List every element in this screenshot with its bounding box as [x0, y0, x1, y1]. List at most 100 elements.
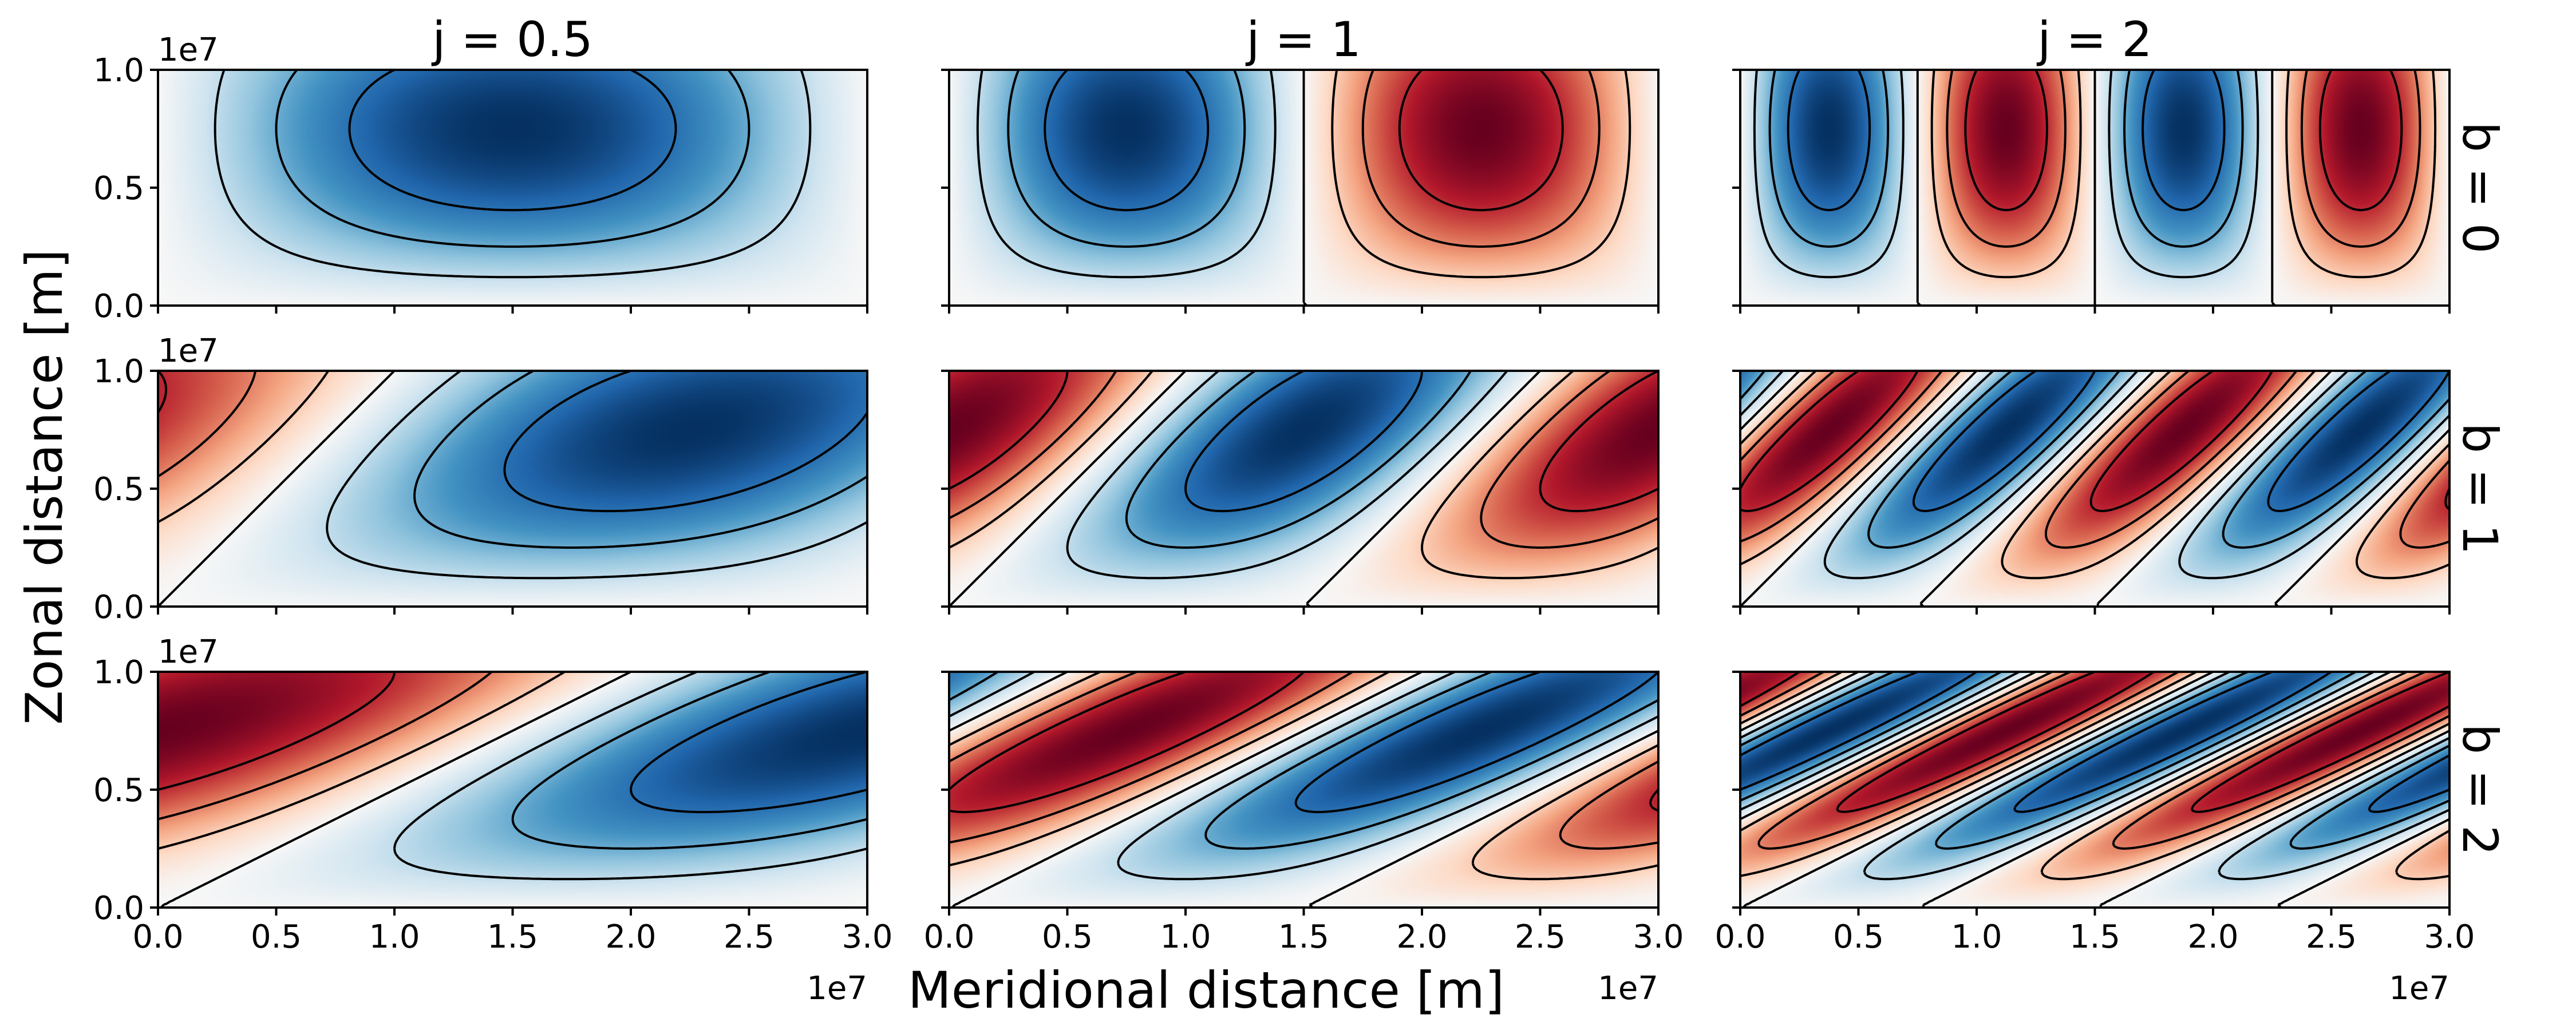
contour-lines — [158, 672, 867, 908]
heatmap-image — [158, 672, 867, 908]
x-offset-label: 1e7 — [807, 970, 867, 1007]
y-offset-label: 1e7 — [158, 332, 219, 370]
x-tick-label: 2.0 — [1396, 918, 1447, 956]
contour-level — [1753, 70, 2259, 279]
contour-level — [393, 672, 867, 881]
x-tick-label: 1.5 — [2069, 918, 2120, 956]
contour-level — [1740, 672, 2449, 850]
contour-level — [158, 371, 396, 607]
contour-level — [503, 371, 867, 513]
x-tick-label: 2.0 — [605, 918, 656, 956]
x-tick-label: 2.5 — [1515, 918, 1566, 956]
contour-level — [1398, 70, 1564, 212]
contour-lines — [1740, 371, 2449, 607]
contour-level — [1740, 371, 2449, 549]
column-title: j = 2 — [2036, 11, 2152, 68]
contour-level — [1930, 70, 2437, 279]
contour-level — [1740, 672, 2449, 850]
panel-j2-b2: 0.0 0.5 1.0 1.5 2.0 2.5 3.0 1e7 b = 2 — [1714, 671, 2508, 1007]
x-tick-label: 3.0 — [1633, 918, 1684, 956]
x-tick-label: 0.5 — [251, 918, 302, 956]
panel-j0.5-b2: 0.0 0.5 1.0 1.5 2.0 2.5 3.0 1e7 0.0 0.5 1.0 1e7 — [93, 633, 893, 1007]
contour-level — [158, 672, 566, 850]
contour-lines — [949, 672, 1658, 908]
contour-level — [1184, 371, 1423, 513]
contour-level — [949, 672, 1658, 881]
contour-level — [1787, 70, 2226, 212]
contour-level — [1768, 70, 2244, 248]
y-axis-title: Zonal distance [m] — [15, 249, 74, 725]
contour-lines — [214, 70, 812, 279]
contour-level — [1740, 371, 2449, 607]
contour-level — [1740, 672, 2449, 881]
contour-level — [1331, 70, 1631, 279]
contour-level — [348, 70, 677, 212]
contour-level — [949, 672, 1658, 908]
contour-level — [1740, 672, 2449, 813]
contour-level — [949, 672, 1658, 881]
contour-level — [1916, 70, 2449, 306]
contour-lines — [976, 70, 1658, 306]
contour-level — [976, 70, 1277, 279]
y-offset-label: 1e7 — [158, 633, 219, 671]
x-tick-label: 3.0 — [2424, 918, 2475, 956]
contour-level — [1740, 672, 2449, 908]
contour-level — [214, 70, 812, 279]
x-tick-label: 1.5 — [1278, 918, 1329, 956]
panel-grid: 0.0 0.5 1.0 1e7 j = 0.5 j = 1 j = 2 b = 0 0.0 0.5… — [93, 11, 2508, 1007]
contour-level — [1740, 371, 2449, 580]
x-tick-label: 0.0 — [132, 918, 183, 956]
y-tick-label: 0.0 — [93, 288, 144, 325]
y-tick-label: 1.0 — [93, 654, 144, 691]
contour-level — [511, 672, 867, 850]
row-title: b = 0 — [2452, 122, 2508, 254]
row-title: b = 2 — [2452, 724, 2508, 856]
panel-j1-b1 — [941, 370, 1660, 615]
contour-level — [630, 672, 867, 814]
contour-level — [1740, 672, 2449, 881]
x-tick-label: 2.0 — [2187, 918, 2238, 956]
y-tick-label: 0.5 — [93, 772, 144, 809]
contour-lines — [158, 371, 867, 607]
x-axis-title: Meridional distance [m] — [908, 961, 1504, 1020]
x-tick-label: 2.5 — [2306, 918, 2357, 956]
contour-level — [1125, 371, 1472, 549]
x-tick-label: 0.5 — [1833, 918, 1884, 956]
contour-level — [158, 371, 257, 478]
heatmap-image — [158, 70, 867, 306]
contour-level — [1294, 672, 1658, 814]
contour-level — [158, 672, 631, 908]
contour-lines — [1740, 672, 2449, 908]
contour-level — [1740, 371, 2449, 512]
contour-level — [949, 371, 1658, 549]
panel-j2-b0: j = 2 b = 0 — [1732, 11, 2508, 314]
contour-level — [1007, 70, 1246, 248]
contour-lines — [949, 371, 1658, 607]
contour-level — [949, 371, 1658, 607]
contour-level — [1302, 70, 1658, 306]
x-tick-label: 2.5 — [724, 918, 775, 956]
x-tick-label: 0.0 — [923, 918, 974, 956]
contour-level — [413, 371, 867, 549]
y-tick-label: 1.0 — [93, 353, 144, 390]
y-offset-label: 1e7 — [158, 31, 219, 69]
panel-j0.5-b0: 0.0 0.5 1.0 1e7 j = 0.5 — [93, 11, 868, 325]
x-tick-label: 3.0 — [841, 918, 892, 956]
contour-level — [1361, 70, 1601, 248]
column-title: j = 1 — [1245, 11, 1361, 68]
contour-level — [1740, 371, 2449, 580]
x-tick-label: 1.0 — [1951, 918, 2002, 956]
y-tick-label: 0.5 — [93, 471, 144, 508]
column-title: j = 0.5 — [431, 11, 593, 68]
x-tick-label: 1.0 — [1160, 918, 1211, 956]
y-tick-label: 1.0 — [93, 52, 144, 89]
contour-level — [1740, 672, 2449, 813]
x-tick-label: 0.0 — [1714, 918, 1765, 956]
contour-level — [1912, 371, 2449, 512]
contour-level — [949, 672, 1658, 850]
contour-level — [1066, 371, 1508, 580]
row-title: b = 1 — [2452, 423, 2508, 555]
x-tick-label: 1.0 — [369, 918, 420, 956]
contour-level — [275, 70, 750, 248]
